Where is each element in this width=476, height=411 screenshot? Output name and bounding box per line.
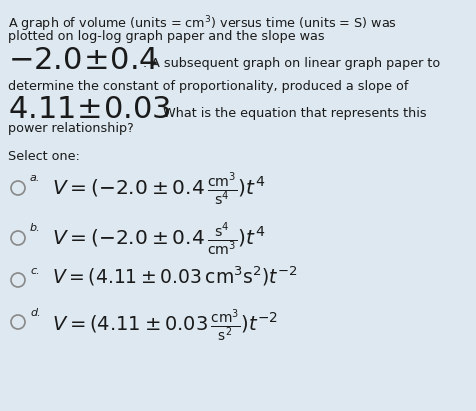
Text: d.: d.: [30, 308, 40, 318]
Text: . What is the equation that represents this: . What is the equation that represents t…: [155, 107, 426, 120]
Text: b.: b.: [30, 223, 40, 233]
Text: $V=(-2.0\pm0.4\,\frac{\mathrm{s}^{4}}{\mathrm{cm}^{3}})t^{4}$: $V=(-2.0\pm0.4\,\frac{\mathrm{s}^{4}}{\m…: [52, 222, 265, 259]
Text: power relationship?: power relationship?: [8, 122, 134, 135]
Text: $V=(4.11\pm0.03\,\mathrm{cm}^{3}\mathrm{s}^{2})t^{-2}$: $V=(4.11\pm0.03\,\mathrm{cm}^{3}\mathrm{…: [52, 265, 298, 289]
Text: determine the constant of proportionality, produced a slope of: determine the constant of proportionalit…: [8, 80, 408, 93]
Text: c.: c.: [30, 266, 40, 276]
Text: Select one:: Select one:: [8, 150, 80, 163]
Text: . A subsequent graph on linear graph paper to: . A subsequent graph on linear graph pap…: [143, 57, 440, 70]
Text: plotted on log-log graph paper and the slope was: plotted on log-log graph paper and the s…: [8, 30, 325, 43]
Text: a.: a.: [30, 173, 40, 183]
Text: A graph of volume (units = $\mathrm{cm}^{3}$) versus time (units = $\mathrm{S}$): A graph of volume (units = $\mathrm{cm}^…: [8, 14, 397, 34]
Text: $V=(4.11\pm0.03\,\frac{\mathrm{cm}^{3}}{\mathrm{s}^{2}})t^{-2}$: $V=(4.11\pm0.03\,\frac{\mathrm{cm}^{3}}{…: [52, 307, 278, 344]
Text: $V=(-2.0\pm0.4\,\frac{\mathrm{cm}^{3}}{\mathrm{s}^{4}})t^{4}$: $V=(-2.0\pm0.4\,\frac{\mathrm{cm}^{3}}{\…: [52, 172, 265, 209]
Text: $-2.0\!\pm\!0.4$: $-2.0\!\pm\!0.4$: [8, 46, 159, 75]
Text: $4.11\!\pm\!0.03$: $4.11\!\pm\!0.03$: [8, 95, 171, 124]
